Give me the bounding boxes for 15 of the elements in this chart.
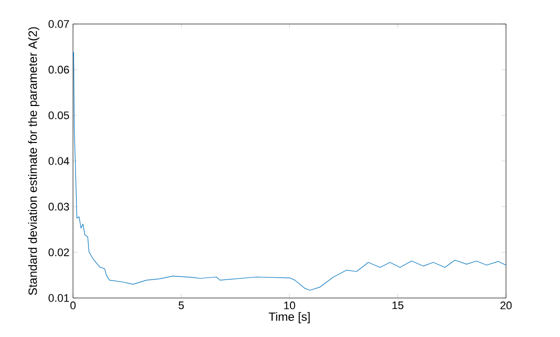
y-tick-label: 0.01 [48,294,69,302]
x-tick-label: 20 [500,302,512,310]
x-tick-label: 10 [284,302,296,310]
y-tick-label: 0.02 [48,248,69,256]
y-tick-label: 0.07 [48,20,69,28]
x-tick-label: 0 [70,302,76,310]
line-series [73,52,506,291]
y-tick-label: 0.03 [48,202,69,211]
y-tick-label: 0.06 [48,66,69,74]
x-axis-title: Time [s] [268,312,310,324]
x-tick-label: 15 [392,302,404,310]
x-tick-label: 5 [178,302,184,310]
y-tick-label: 0.05 [48,111,70,120]
y-tick-label: 0.04 [48,157,70,165]
y-axis-title: Standard deviation estimate for the parameter A(2) [28,27,40,296]
